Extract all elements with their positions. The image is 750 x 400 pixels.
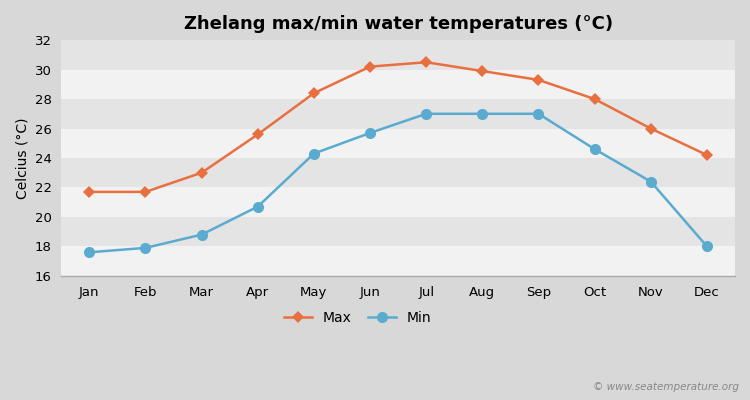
Legend: Max, Min: Max, Min: [278, 305, 437, 330]
Bar: [62, 99, 735, 128]
Bar: [62, 188, 735, 217]
Min: [703, 244, 712, 249]
Max: [310, 91, 319, 96]
Max: [141, 190, 150, 194]
Max: [254, 132, 262, 137]
Max: [365, 64, 374, 69]
Max: [703, 153, 712, 158]
Max: [478, 69, 487, 74]
Max: [590, 97, 599, 102]
Max: [85, 190, 94, 194]
Max: [422, 60, 430, 65]
Bar: [62, 246, 735, 276]
Bar: [62, 128, 735, 158]
Min: [534, 111, 543, 116]
Min: [85, 250, 94, 255]
Min: [646, 179, 656, 184]
Min: [478, 111, 487, 116]
Bar: [62, 217, 735, 246]
Max: [534, 78, 543, 82]
Min: [365, 130, 374, 135]
Min: [310, 151, 319, 156]
Line: Max: Max: [86, 58, 711, 196]
Bar: [62, 158, 735, 188]
Bar: [62, 40, 735, 70]
Max: [646, 126, 656, 131]
Y-axis label: Celcius (°C): Celcius (°C): [15, 117, 29, 199]
Min: [422, 111, 430, 116]
Min: [141, 246, 150, 250]
Min: [590, 147, 599, 152]
Min: [254, 204, 262, 209]
Text: © www.seatemperature.org: © www.seatemperature.org: [592, 382, 739, 392]
Bar: [62, 70, 735, 99]
Max: [197, 170, 206, 175]
Line: Min: Min: [84, 108, 712, 258]
Min: [197, 232, 206, 237]
Title: Zhelang max/min water temperatures (°C): Zhelang max/min water temperatures (°C): [184, 15, 613, 33]
